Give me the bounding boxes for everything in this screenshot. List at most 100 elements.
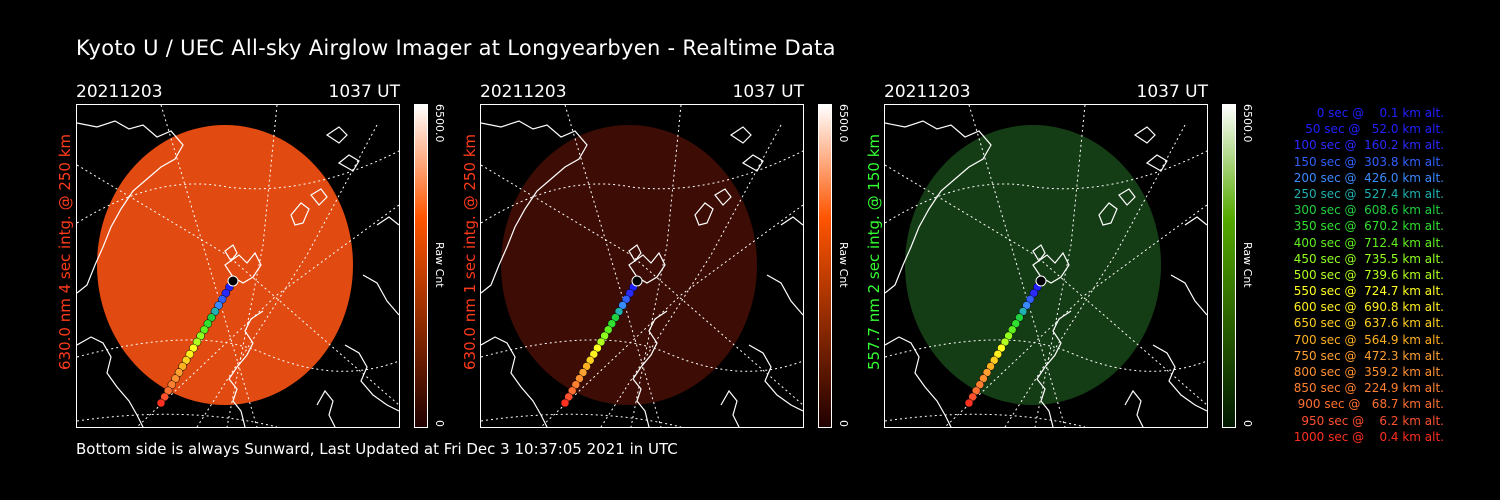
coastline: [376, 216, 399, 226]
panel-date: 20211203: [76, 82, 163, 102]
coastline: [885, 336, 952, 427]
coastline: [766, 274, 803, 316]
legend-row: 250 sec @ 527.4 km alt.: [1293, 186, 1444, 201]
coastline: [77, 336, 144, 427]
grid-line: [1034, 105, 1086, 427]
station-marker: [227, 275, 239, 287]
coastline: [1036, 310, 1072, 427]
colorbar-max-label: 6500.0: [433, 104, 446, 143]
grid-line: [481, 339, 803, 372]
colorbar: [414, 104, 428, 428]
page-title: Kyoto U / UEC All-sky Airglow Imager at …: [76, 36, 836, 60]
trajectory-legend: 0 sec @ 0.1 km alt. 50 sec @ 52.0 km alt.…: [1262, 106, 1444, 446]
legend-row: 1000 sec @ 0.4 km alt.: [1293, 429, 1444, 444]
grid-line: [564, 105, 662, 427]
grid-line: [136, 204, 399, 427]
coastline: [325, 126, 348, 144]
grid-line: [944, 204, 1207, 427]
coastline: [720, 389, 740, 427]
grid-line: [481, 150, 803, 224]
legend-row: 550 sec @ 724.7 km alt.: [1293, 284, 1444, 299]
coastline: [1032, 244, 1046, 263]
panel-side-label: 557.7 nm 2 sec intg. @ 150 km: [865, 133, 883, 370]
grid-line: [160, 105, 258, 427]
grid-line: [885, 339, 1207, 372]
coastline: [290, 202, 310, 226]
legend-row: 700 sec @ 564.9 km alt.: [1293, 332, 1444, 347]
legend-row: 450 sec @ 735.5 km alt.: [1293, 251, 1444, 266]
grid-line: [77, 339, 399, 372]
legend-row: 50 sec @ 52.0 km alt.: [1305, 122, 1444, 137]
allsky-map-svg: [885, 105, 1207, 427]
coastline: [1145, 154, 1168, 172]
coastline: [1170, 274, 1207, 316]
grid-line: [77, 413, 278, 427]
coastline: [337, 154, 360, 172]
coastline: [632, 310, 668, 427]
legend-row: 300 sec @ 608.6 km alt.: [1293, 203, 1444, 218]
colorbar-max-label: 6500.0: [1241, 104, 1254, 143]
coastline: [694, 202, 714, 226]
coastline: [1133, 126, 1156, 144]
coastline: [729, 126, 752, 144]
colorbar-unit-label: Raw Cnt: [837, 242, 850, 288]
legend-row: 0 sec @ 0.1 km alt.: [1316, 106, 1444, 120]
grid-line: [885, 150, 1207, 224]
coastline: [714, 188, 732, 206]
trajectory-point: [560, 398, 570, 408]
legend-row: 750 sec @ 472.3 km alt.: [1293, 348, 1444, 363]
legend-row: 600 sec @ 690.8 km alt.: [1293, 300, 1444, 315]
legend-row: 850 sec @ 224.9 km alt.: [1293, 381, 1444, 396]
station-marker: [1035, 275, 1047, 287]
coastline: [224, 244, 238, 263]
coastline: [1184, 216, 1207, 226]
allsky-map-svg: [481, 105, 803, 427]
coastline: [77, 120, 184, 294]
coastline: [310, 188, 328, 206]
trajectory-point: [964, 398, 974, 408]
colorbar-min-label: 0: [433, 420, 446, 427]
coastline: [780, 216, 803, 226]
coastline: [1118, 188, 1136, 206]
panel-side-label: 630.0 nm 1 sec intg. @ 250 km: [461, 133, 479, 370]
grid-line: [540, 204, 803, 427]
coastline: [1124, 389, 1144, 427]
colorbar-unit-label: Raw Cnt: [433, 242, 446, 288]
legend-row: 900 sec @ 68.7 km alt.: [1297, 397, 1444, 412]
colorbar-max-label: 6500.0: [837, 104, 850, 143]
panel-time: 1037 UT: [1136, 82, 1209, 102]
grid-line: [226, 105, 278, 427]
legend-row: 100 sec @ 160.2 km alt.: [1293, 138, 1444, 153]
panel-date: 20211203: [884, 82, 971, 102]
grid-line: [968, 105, 1066, 427]
panel-557-2sec: 20211203 1037 UT: [884, 82, 1214, 432]
coastline: [748, 344, 803, 412]
legend-row: 650 sec @ 637.6 km alt.: [1293, 316, 1444, 331]
colorbar: [818, 104, 832, 428]
coastline: [741, 154, 764, 172]
panel-630-1sec: 20211203 1037 UT: [480, 82, 810, 432]
station-marker: [631, 275, 643, 287]
allsky-map-svg: [77, 105, 399, 427]
trajectory-point: [156, 398, 166, 408]
legend-row: 400 sec @ 712.4 km alt.: [1293, 235, 1444, 250]
colorbar-min-label: 0: [1241, 420, 1254, 427]
grid-line: [77, 150, 399, 224]
legend-row: 800 sec @ 359.2 km alt.: [1293, 365, 1444, 379]
grid-line: [630, 105, 682, 427]
legend-row: 500 sec @ 739.6 km alt.: [1293, 267, 1444, 282]
panel-side-label: 630.0 nm 4 sec intg. @ 250 km: [56, 133, 74, 370]
allsky-image: [76, 104, 400, 428]
legend-row: 950 sec @ 6.2 km alt.: [1301, 413, 1444, 428]
panel-date: 20211203: [480, 82, 567, 102]
coastline: [885, 120, 992, 294]
panel-time: 1037 UT: [328, 82, 401, 102]
grid-line: [885, 413, 1086, 427]
coastline: [228, 310, 264, 427]
coastline: [1098, 202, 1118, 226]
allsky-image: [480, 104, 804, 428]
legend-row: 200 sec @ 426.0 km alt.: [1293, 170, 1444, 185]
allsky-image: [884, 104, 1208, 428]
coastline: [344, 344, 399, 412]
coastline: [1152, 344, 1207, 412]
